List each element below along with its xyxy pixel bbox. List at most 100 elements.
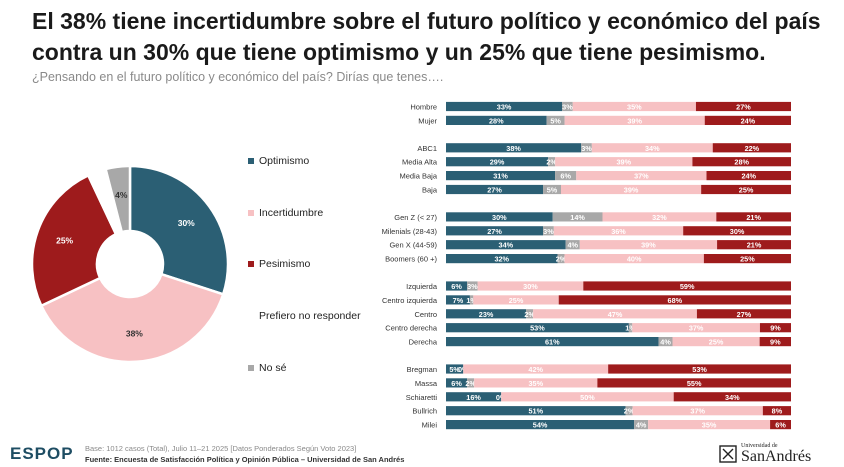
- bar-row-label: ABC1: [417, 144, 437, 153]
- bar-segment-incertidumbre: [477, 281, 584, 291]
- bar-segment-optimismo: [446, 420, 635, 430]
- bar-value-label-no_se: 3%: [581, 144, 592, 153]
- bar-value-label-pesimismo: 68%: [668, 296, 683, 305]
- bar-value-label-optimismo: 29%: [490, 158, 505, 167]
- bar-value-label-pesimismo: 59%: [680, 282, 695, 291]
- bar-segment-no_se: [526, 309, 534, 319]
- bar-segment-incertidumbre: [533, 309, 697, 319]
- bar-value-label-optimismo: 6%: [451, 282, 462, 291]
- bar-row-label: Mujer: [418, 116, 437, 125]
- bar-value-label-pesimismo: 34%: [725, 393, 740, 402]
- legend-label-no-se: No sé: [259, 362, 287, 374]
- bar-segment-pesimismo: [762, 406, 791, 416]
- footer-source: Fuente: Encuesta de Satisfacción Polític…: [85, 455, 405, 464]
- bar-value-label-incertidumbre: 36%: [611, 227, 626, 236]
- bar-value-label-pesimismo: 21%: [746, 213, 761, 222]
- bar-value-label-optimismo: 53%: [530, 324, 545, 333]
- bar-segment-incertidumbre: [648, 420, 771, 430]
- bar-segment-no_se: [543, 226, 554, 236]
- bar-value-label-optimismo: 30%: [492, 213, 507, 222]
- bar-row-label: Media Alta: [402, 158, 438, 167]
- bar-value-label-pesimismo: 25%: [740, 255, 755, 264]
- bar-segment-optimismo: [446, 295, 470, 305]
- bar-segment-pesimismo: [716, 212, 791, 222]
- bar-row-label: Centro derecha: [385, 324, 438, 333]
- university-crest-icon: [719, 445, 737, 463]
- bar-segment-pesimismo: [692, 157, 791, 167]
- bar-value-label-incertidumbre: 42%: [528, 365, 543, 374]
- donut-slice-pesimismo: [30, 173, 118, 308]
- bar-segment-optimismo: [446, 157, 549, 167]
- bar-value-label-pesimismo: 24%: [741, 116, 756, 125]
- bar-segment-pesimismo: [597, 378, 791, 388]
- bar-value-label-pesimismo: 6%: [775, 421, 786, 430]
- bar-segment-pesimismo: [701, 184, 791, 195]
- bar-segment-no_se: [548, 157, 556, 167]
- bar-value-label-pesimismo: 27%: [736, 103, 751, 112]
- bar-value-label-incertidumbre: 30%: [523, 282, 538, 291]
- bar-value-label-incertidumbre: 50%: [580, 393, 595, 402]
- footer-base-note: Base: 1012 casos (Total), Julio 11–21 20…: [85, 444, 357, 453]
- bar-segment-no_se: [546, 115, 565, 125]
- bar-segment-pesimismo: [717, 240, 791, 250]
- legend-label-prefiero-no-responder: Prefiero no responder: [259, 310, 361, 322]
- bar-value-label-incertidumbre: 39%: [616, 158, 631, 167]
- bar-row-label: Izquierda: [406, 282, 438, 291]
- bar-segment-pesimismo: [704, 115, 791, 125]
- bar-value-label-pesimismo: 27%: [737, 310, 752, 319]
- bar-value-label-pesimismo: 28%: [734, 158, 749, 167]
- bar-value-label-no_se: 3%: [562, 103, 573, 112]
- bar-value-label-no_se: 2%: [624, 407, 635, 416]
- bar-segment-no_se: [634, 420, 649, 430]
- bar-value-label-no_se: 6%: [560, 172, 571, 181]
- bar-row-label: Gen Z (< 27): [394, 213, 437, 222]
- bar-value-label-optimismo: 61%: [545, 338, 560, 347]
- legend-label-incertidumbre: Incertidumbre: [259, 207, 324, 219]
- bar-value-label-incertidumbre: 37%: [689, 324, 704, 333]
- bar-segment-no_se: [565, 240, 580, 250]
- bar-segment-incertidumbre: [473, 295, 559, 305]
- bar-value-label-no_se: 4%: [660, 338, 671, 347]
- bar-segment-optimismo: [446, 323, 629, 333]
- bar-segment-optimismo: [446, 364, 464, 374]
- bar-value-label-no_se: 3%: [467, 282, 478, 291]
- bar-segment-optimismo: [446, 309, 527, 319]
- bar-value-label-incertidumbre: 39%: [627, 116, 642, 125]
- bar-value-label-optimismo: 31%: [493, 172, 508, 181]
- donut-slice-no_se: [104, 164, 132, 234]
- bar-value-label-no_se: 2%: [465, 379, 476, 388]
- bar-value-label-no_se: 1%: [466, 296, 477, 305]
- bar-segment-no_se: [469, 295, 474, 305]
- bar-value-label-incertidumbre: 35%: [702, 421, 717, 430]
- donut-slice-prefiero_no_responder: [86, 167, 124, 236]
- bar-value-label-pesimismo: 24%: [741, 172, 756, 181]
- bar-row-label: Bregman: [407, 365, 437, 374]
- bar-row-label: Milei: [422, 421, 438, 430]
- bar-value-label-optimismo: 5%: [449, 365, 460, 374]
- donut-label-no_se: 4%: [115, 190, 128, 200]
- bar-value-label-incertidumbre: 32%: [652, 213, 667, 222]
- bar-segment-pesimismo: [759, 337, 791, 347]
- bar-value-label-incertidumbre: 37%: [634, 172, 649, 181]
- bar-value-label-pesimismo: 21%: [747, 241, 762, 250]
- bar-value-label-no_se: 0%: [458, 365, 469, 374]
- bar-segment-incertidumbre: [576, 171, 707, 181]
- bar-value-label-pesimismo: 30%: [730, 227, 745, 236]
- bar-value-label-pesimismo: 9%: [770, 338, 781, 347]
- legend-item-incertidumbre: Incertidumbre: [248, 207, 323, 219]
- legend-swatch-pesimismo: [248, 261, 254, 267]
- bar-segment-incertidumbre: [632, 406, 763, 416]
- bar-row-label: Baja: [422, 186, 438, 195]
- legend-swatch-no-se: [248, 365, 254, 371]
- bar-value-label-incertidumbre: 40%: [627, 255, 642, 264]
- bar-segment-optimismo: [446, 171, 556, 181]
- bar-segment-no_se: [543, 184, 561, 195]
- bar-segment-optimismo: [446, 378, 468, 388]
- bar-value-label-incertidumbre: 35%: [627, 103, 642, 112]
- bar-row-label: Milenials (28-43): [382, 227, 438, 236]
- bar-value-label-optimismo: 6%: [451, 379, 462, 388]
- donut-slice-incertidumbre: [39, 272, 225, 364]
- bar-segment-optimismo: [446, 254, 558, 264]
- bar-value-label-optimismo: 28%: [489, 116, 504, 125]
- bar-value-label-no_se: 4%: [636, 421, 647, 430]
